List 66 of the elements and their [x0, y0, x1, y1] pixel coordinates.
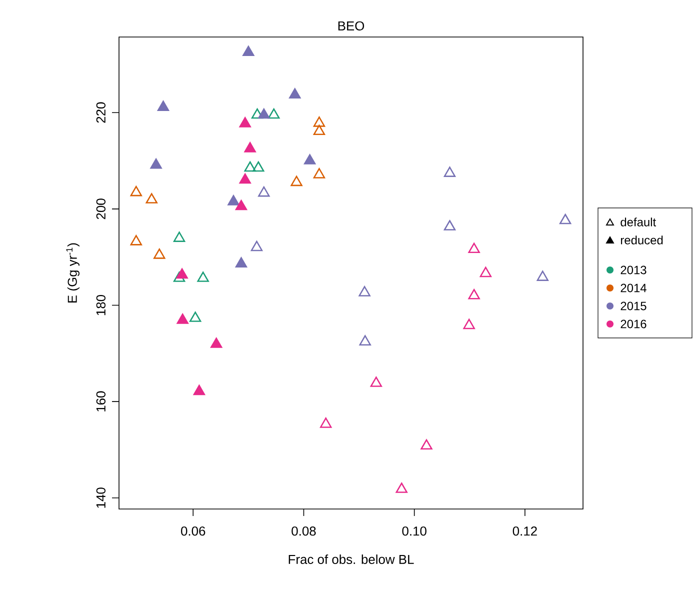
point — [197, 272, 209, 282]
point — [420, 439, 432, 450]
point — [559, 214, 572, 224]
point — [370, 376, 382, 387]
point — [130, 186, 142, 196]
point — [289, 88, 301, 98]
text: default — [620, 218, 656, 226]
y-tick-label: 140 — [96, 488, 106, 508]
point — [173, 272, 186, 282]
point — [242, 46, 254, 56]
point — [468, 242, 480, 254]
point — [193, 384, 206, 396]
point — [239, 117, 251, 128]
point — [359, 335, 371, 346]
point — [154, 248, 166, 259]
point — [313, 116, 326, 127]
point — [444, 166, 456, 177]
x-tick-label: 0.10 — [402, 526, 426, 536]
x-tick-label: 0.12 — [512, 526, 537, 536]
point — [146, 193, 158, 204]
y-axis-title: E (Gg yr$^{-1}$) — [66, 243, 80, 302]
point — [157, 100, 170, 111]
point — [228, 195, 240, 206]
y-tick-label: 180 — [96, 294, 106, 316]
legend-label: 2016 — [620, 320, 646, 328]
point — [244, 142, 256, 152]
point — [290, 176, 302, 186]
point — [176, 314, 188, 324]
point — [304, 154, 316, 164]
point — [468, 288, 480, 300]
point — [235, 257, 248, 268]
point — [189, 312, 202, 322]
point — [358, 286, 370, 296]
point — [258, 108, 270, 119]
point — [252, 161, 264, 172]
y-tick-label: 220 — [96, 102, 106, 123]
legend-label: 2013 — [620, 266, 646, 274]
point — [313, 124, 326, 136]
point — [320, 418, 332, 428]
point — [235, 200, 248, 210]
point — [444, 220, 456, 230]
point — [244, 161, 256, 172]
x-axis-title: Frac of obs. below BL — [288, 554, 414, 564]
legend-label: 2014 — [620, 284, 646, 292]
point — [480, 266, 492, 278]
point — [463, 318, 475, 330]
point — [396, 482, 408, 493]
point — [150, 158, 162, 169]
point — [536, 270, 548, 281]
point — [258, 186, 270, 197]
text: reduced — [621, 236, 663, 244]
point — [251, 108, 264, 119]
point — [313, 168, 326, 178]
point — [210, 338, 222, 348]
y-tick-label: 160 — [96, 391, 106, 412]
point — [173, 232, 186, 242]
point — [130, 235, 142, 246]
chart-title: BEO — [338, 21, 364, 30]
point — [250, 240, 263, 252]
point — [239, 173, 251, 184]
y-tick-label: 200 — [96, 198, 106, 220]
point — [268, 108, 280, 119]
legend-label: 2015 — [620, 302, 646, 310]
x-tick-label: 0.08 — [292, 526, 316, 536]
point — [176, 268, 188, 279]
x-tick-label: 0.06 — [181, 526, 206, 536]
